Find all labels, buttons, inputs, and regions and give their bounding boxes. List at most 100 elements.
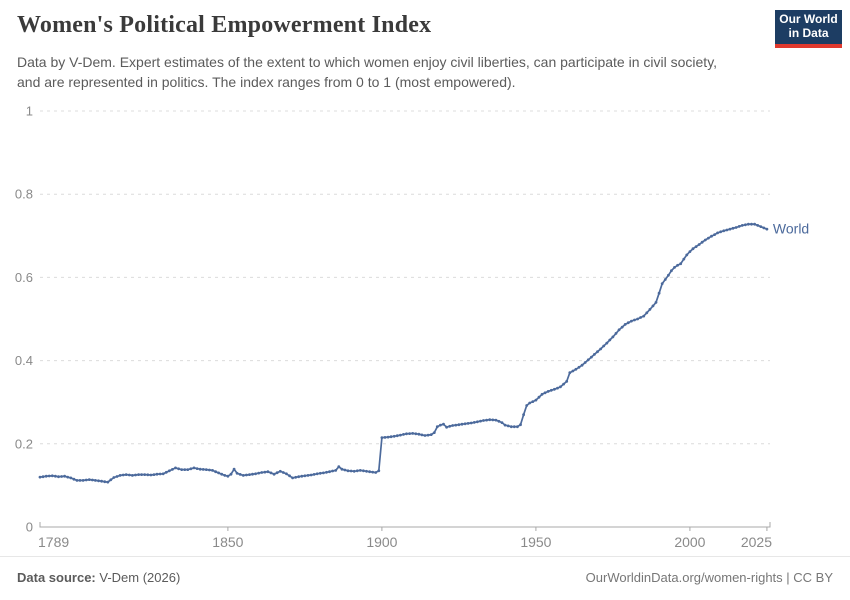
data-point-marker: [164, 470, 168, 474]
data-point-marker: [285, 472, 288, 476]
data-point-marker: [426, 433, 430, 437]
data-point-marker: [734, 226, 738, 229]
data-point-marker: [645, 311, 649, 315]
data-point-marker: [747, 222, 750, 226]
data-point-marker: [633, 318, 636, 322]
data-point-marker: [183, 468, 187, 471]
data-point-marker: [66, 475, 70, 479]
data-point-marker: [223, 474, 227, 477]
data-point-marker: [235, 471, 239, 475]
data-point-marker: [494, 418, 498, 422]
data-point-marker: [124, 473, 128, 476]
data-point-marker: [168, 469, 171, 473]
data-point-marker: [72, 477, 76, 481]
data-point-marker: [485, 418, 488, 422]
data-point-marker: [60, 475, 63, 478]
data-point-marker: [306, 474, 310, 477]
data-point-marker: [291, 476, 294, 480]
data-point-marker: [140, 473, 144, 476]
data-point-marker: [220, 472, 224, 476]
data-point-marker: [269, 471, 273, 475]
data-point-marker: [365, 469, 368, 473]
data-point-marker: [281, 471, 285, 474]
data-point-marker: [586, 358, 590, 362]
x-axis-tick-label: 1850: [212, 534, 243, 550]
owid-license-link[interactable]: OurWorldinData.org/women-rights | CC BY: [585, 570, 833, 585]
data-point-marker: [211, 469, 214, 472]
y-axis-tick-label: 0.8: [15, 187, 33, 202]
data-point-marker: [226, 474, 230, 478]
data-point-marker: [611, 335, 615, 339]
data-point-marker: [556, 386, 559, 390]
data-point-marker: [106, 480, 110, 484]
data-point-marker: [571, 369, 575, 373]
data-point-marker: [386, 435, 390, 439]
data-point-marker: [491, 418, 495, 422]
data-source-value: V-Dem (2026): [95, 570, 181, 585]
data-point-marker: [707, 236, 710, 240]
y-axis-tick-label: 0.4: [15, 353, 33, 368]
data-point-marker: [654, 301, 658, 304]
data-point-marker: [251, 472, 254, 476]
data-point-marker: [395, 434, 399, 438]
data-point-marker: [337, 465, 341, 469]
data-point-marker: [300, 474, 304, 478]
data-point-marker: [546, 390, 550, 393]
data-point-marker: [722, 229, 726, 233]
data-point-marker: [328, 470, 331, 474]
data-point-marker: [630, 319, 633, 323]
data-point-marker: [47, 474, 51, 478]
data-point-marker: [460, 422, 464, 426]
data-point-marker: [454, 423, 458, 427]
data-point-marker: [217, 471, 221, 475]
data-point-marker: [667, 273, 670, 277]
data-point-marker: [608, 338, 612, 342]
data-point-marker: [377, 469, 381, 473]
data-point-marker: [272, 472, 276, 476]
data-point-marker: [716, 231, 719, 235]
data-point-marker: [75, 479, 79, 482]
data-point-marker: [685, 253, 689, 257]
data-point-marker: [562, 382, 565, 386]
data-point-marker: [648, 308, 652, 311]
data-point-marker: [694, 245, 698, 249]
data-point-marker: [731, 226, 735, 230]
data-point-marker: [596, 350, 599, 354]
data-point-marker: [636, 317, 639, 321]
data-point-marker: [245, 473, 248, 477]
data-point-marker: [208, 468, 211, 472]
data-point-marker: [697, 243, 701, 246]
data-point-marker: [670, 269, 673, 273]
data-point-marker: [118, 474, 122, 477]
data-point-marker: [691, 247, 695, 251]
data-point-marker: [559, 385, 562, 389]
series-entity-label[interactable]: World: [773, 221, 809, 237]
data-point-marker: [482, 419, 485, 422]
data-point-marker: [214, 470, 218, 474]
data-point-marker: [679, 262, 683, 266]
data-point-marker: [340, 467, 344, 471]
data-point-marker: [543, 391, 547, 395]
data-point-marker: [537, 395, 541, 399]
data-point-marker: [312, 473, 316, 476]
data-point-marker: [355, 469, 359, 473]
data-point-marker: [599, 347, 602, 351]
data-point-marker: [472, 421, 476, 424]
owid-logo[interactable]: Our World in Data: [775, 10, 842, 48]
data-point-marker: [87, 478, 91, 481]
data-point-marker: [750, 222, 753, 226]
data-point-marker: [349, 469, 353, 473]
data-point-marker: [294, 475, 298, 479]
data-point-marker: [232, 467, 236, 471]
data-point-marker: [448, 424, 452, 428]
data-point-marker: [275, 471, 279, 475]
data-point-marker: [565, 380, 569, 383]
data-point-marker: [417, 432, 421, 436]
world-series-markers: [38, 222, 769, 484]
data-point-marker: [411, 432, 415, 435]
data-point-marker: [420, 433, 424, 437]
data-point-marker: [41, 475, 45, 479]
data-point-marker: [620, 325, 624, 329]
data-point-marker: [528, 401, 532, 405]
x-axis-tick-label: 1900: [366, 534, 397, 550]
